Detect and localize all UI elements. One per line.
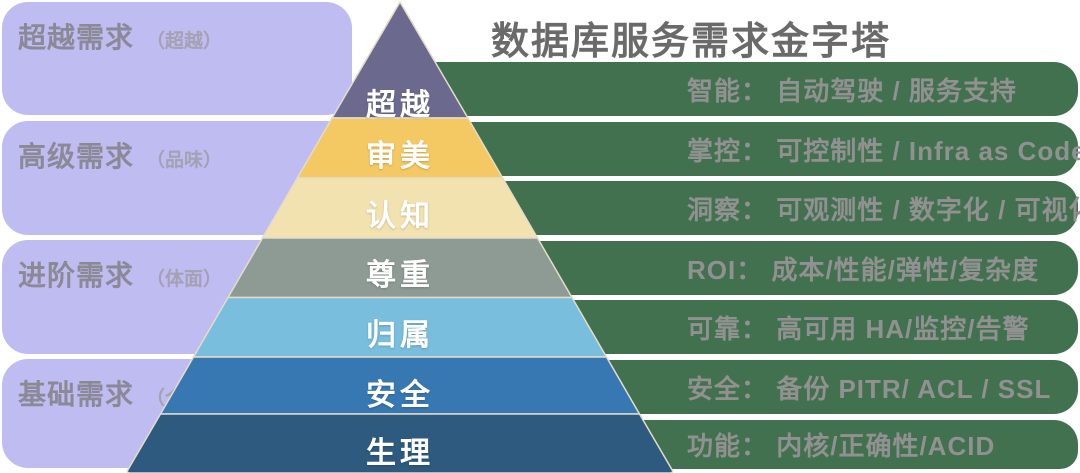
desc-text: 功能： 内核/正确性/ACID xyxy=(687,431,996,461)
group-label: 基础需求 xyxy=(18,379,135,410)
desc-text: 洞察： 可观测性 / 数字化 / 可视化 xyxy=(687,194,1080,225)
desc-text: 智能： 自动驾驶 / 服务支持 xyxy=(687,75,1017,106)
pyramid-level-physiology xyxy=(126,413,674,473)
group-label: 进阶需求 xyxy=(18,260,135,291)
pyramid-label-transcendence: 超越 xyxy=(366,89,434,122)
pyramid-label-esteem: 尊重 xyxy=(366,259,434,292)
group-box-transcendence: 超越需求 （超越） xyxy=(2,2,352,115)
desc-text: 安全： 备份 PITR/ ACL / SSL xyxy=(687,373,1052,404)
pyramid-label-cognition: 认知 xyxy=(366,200,434,233)
pyramid-label-aesthetics: 审美 xyxy=(366,140,434,173)
group-label: 高级需求 xyxy=(18,141,135,172)
group-sublabel: （品味） xyxy=(146,150,223,171)
diagram-title: 数据库服务需求金字塔 xyxy=(491,21,892,63)
desc-text: ROI： 成本/性能/弹性/复杂度 xyxy=(687,254,1040,285)
group-box-advanced: 高级需求 （品味） xyxy=(2,121,352,235)
group-label: 超越需求 xyxy=(18,22,135,53)
desc-text: 可靠： 高可用 HA/监控/告警 xyxy=(687,313,1030,344)
pyramid-label-belonging: 归属 xyxy=(366,319,434,352)
pyramid-label-physiology: 生理 xyxy=(366,437,434,470)
group-sublabel: （超越） xyxy=(146,31,223,52)
pyramid-label-safety: 安全 xyxy=(366,379,434,412)
desc-text: 掌控： 可控制性 / Infra as Code xyxy=(687,135,1080,166)
desc-bar-intelligence: 智能： 自动驾驶 / 服务支持 xyxy=(436,62,1078,116)
desc-bar-insight: 洞察： 可观测性 / 数字化 / 可视化 xyxy=(436,181,1080,235)
desc-bar-control: 掌控： 可控制性 / Infra as Code xyxy=(436,122,1080,176)
group-sublabel: （体面） xyxy=(146,269,223,290)
